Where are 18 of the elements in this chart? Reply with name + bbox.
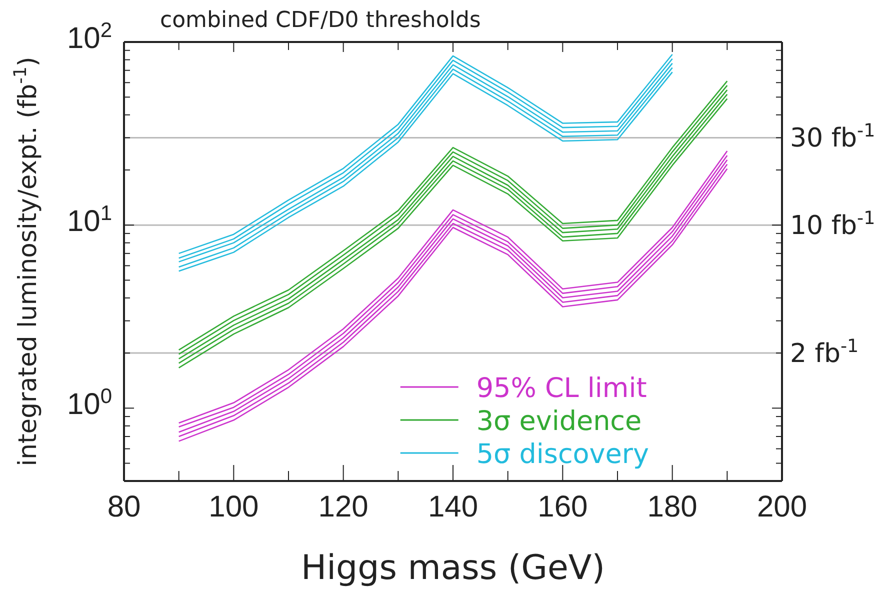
legend-label: 5σ discovery xyxy=(476,439,649,470)
x-tick-label: 80 xyxy=(107,490,141,524)
ref-line-label: 10 fb$^{-1}$ xyxy=(790,208,876,242)
x-tick-label: 180 xyxy=(647,490,698,524)
x-tick-label: 100 xyxy=(208,490,259,524)
ref-line-label: 30 fb$^{-1}$ xyxy=(790,120,876,154)
y-tick-label: 10$^{2}$ xyxy=(66,18,112,55)
x-tick-label: 120 xyxy=(318,490,368,524)
y-tick-label: 10$^{0}$ xyxy=(66,384,112,422)
chart-title: combined CDF/D0 thresholds xyxy=(160,8,481,33)
x-tick-label: 140 xyxy=(428,490,478,524)
y-tick-label: 10$^{1}$ xyxy=(66,202,112,238)
x-tick-label: 200 xyxy=(756,490,808,524)
x-tick-label: 160 xyxy=(538,490,588,524)
ref-line-label: 2 fb$^{-1}$ xyxy=(790,336,859,370)
legend-label: 3σ evidence xyxy=(476,406,642,437)
legend-label: 95% CL limit xyxy=(476,373,647,404)
x-axis-title: Higgs mass (GeV) xyxy=(301,548,605,588)
